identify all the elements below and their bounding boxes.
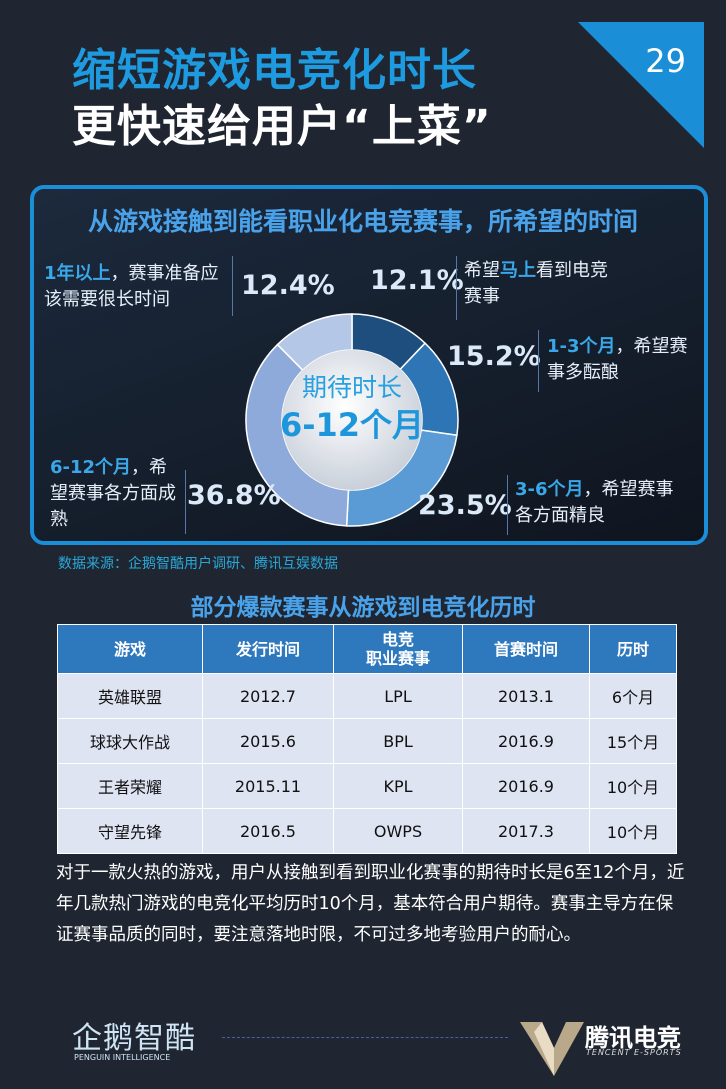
table-cell: 王者荣耀 xyxy=(57,763,203,809)
table-cell: 15个月 xyxy=(589,718,677,764)
slice-desc-6-12: 6-12个月，希望赛事各方面成熟 xyxy=(50,457,176,530)
table-cell: 10个月 xyxy=(589,763,677,809)
donut-center xyxy=(282,350,422,490)
table-cell: 2015.6 xyxy=(202,718,334,764)
table-cell: 2016.5 xyxy=(202,808,334,854)
table-cell: 英雄联盟 xyxy=(57,673,203,719)
center-value: 6-12个月 xyxy=(279,406,425,444)
table-cell: BPL xyxy=(333,718,463,764)
tencent-esports-v-icon xyxy=(520,1022,584,1076)
table-cell: 2013.1 xyxy=(462,673,590,719)
slice-desc-3-6: 3-6个月，希望赛事各方面精良 xyxy=(515,479,674,526)
slice-label-now: 12.1% xyxy=(370,265,464,296)
col-header: 历时 xyxy=(589,624,677,674)
col-header: 电竞 职业赛事 xyxy=(333,624,463,674)
table-row: 王者荣耀 2015.11 KPL 2016.9 10个月 xyxy=(57,763,677,809)
divider xyxy=(507,475,508,535)
table-row: 英雄联盟 2012.7 LPL 2013.1 6个月 xyxy=(57,673,677,719)
table-cell: 球球大作战 xyxy=(57,718,203,764)
col-header: 首赛时间 xyxy=(462,624,590,674)
col-header: 游戏 xyxy=(57,624,203,674)
slice-desc-1-3: 1-3个月，希望赛事多酝酿 xyxy=(547,336,688,383)
divider xyxy=(185,470,186,534)
table-cell: OWPS xyxy=(333,808,463,854)
table-cell: 2017.3 xyxy=(462,808,590,854)
table-cell: 2012.7 xyxy=(202,673,334,719)
col-header: 发行时间 xyxy=(202,624,334,674)
table-cell: 6个月 xyxy=(589,673,677,719)
page-number: 29 xyxy=(645,42,686,80)
footer-divider xyxy=(222,1037,508,1038)
data-source: 数据来源：企鹅智酷用户调研、腾讯互娱数据 xyxy=(58,556,338,572)
penguin-intelligence-logo: 企鹅智酷 xyxy=(72,1021,196,1056)
table-row: 球球大作战 2015.6 BPL 2016.9 15个月 xyxy=(57,718,677,764)
summary-paragraph: 对于一款火热的游戏，用户从接触到看到职业化赛事的期待时长是6至12个月，近年几款… xyxy=(56,863,685,945)
table-cell: 2016.9 xyxy=(462,718,590,764)
table-cell: 守望先锋 xyxy=(57,808,203,854)
chart-title: 从游戏接触到能看职业化电竞赛事，所希望的时间 xyxy=(87,207,638,236)
logo-subtitle: PENGUIN INTELLIGENCE xyxy=(74,1053,171,1062)
tencent-esports-sub: TENCENT E-SPORTS xyxy=(586,1048,682,1057)
title-line-1: 缩短游戏电竞化时长 xyxy=(72,45,477,96)
donut-chart xyxy=(245,313,459,527)
divider xyxy=(232,256,233,316)
table-cell: 10个月 xyxy=(589,808,677,854)
slice-desc-1yr: 1年以上，赛事准备应该需要很长时间 xyxy=(44,263,219,310)
slice-desc-now: 希望马上看到电竞赛事 xyxy=(464,260,608,307)
divider xyxy=(538,330,539,392)
tencent-esports-logo: 腾讯电竞 xyxy=(585,1024,681,1052)
slice-label-1-3: 15.2% xyxy=(447,341,541,372)
table-cell: LPL xyxy=(333,673,463,719)
title-line-2: 更快速给用户“上菜” xyxy=(72,101,492,152)
table-row: 守望先锋 2016.5 OWPS 2017.3 10个月 xyxy=(57,808,677,854)
slice-label-6-12: 36.8% xyxy=(187,480,281,511)
table-cell: 2016.9 xyxy=(462,763,590,809)
games-table: 游戏 发行时间 电竞 职业赛事 首赛时间 历时 英雄联盟 2012.7 LPL 201… xyxy=(57,624,677,854)
center-label: 期待时长 xyxy=(301,373,402,402)
table-cell: 2015.11 xyxy=(202,763,334,809)
slice-label-1yr: 12.4% xyxy=(241,270,335,301)
divider xyxy=(456,256,457,320)
table-title: 部分爆款赛事从游戏到电竞化历时 xyxy=(190,595,536,621)
table-cell: KPL xyxy=(333,763,463,809)
slice-label-3-6: 23.5% xyxy=(418,490,512,521)
corner-triangle xyxy=(578,22,704,148)
